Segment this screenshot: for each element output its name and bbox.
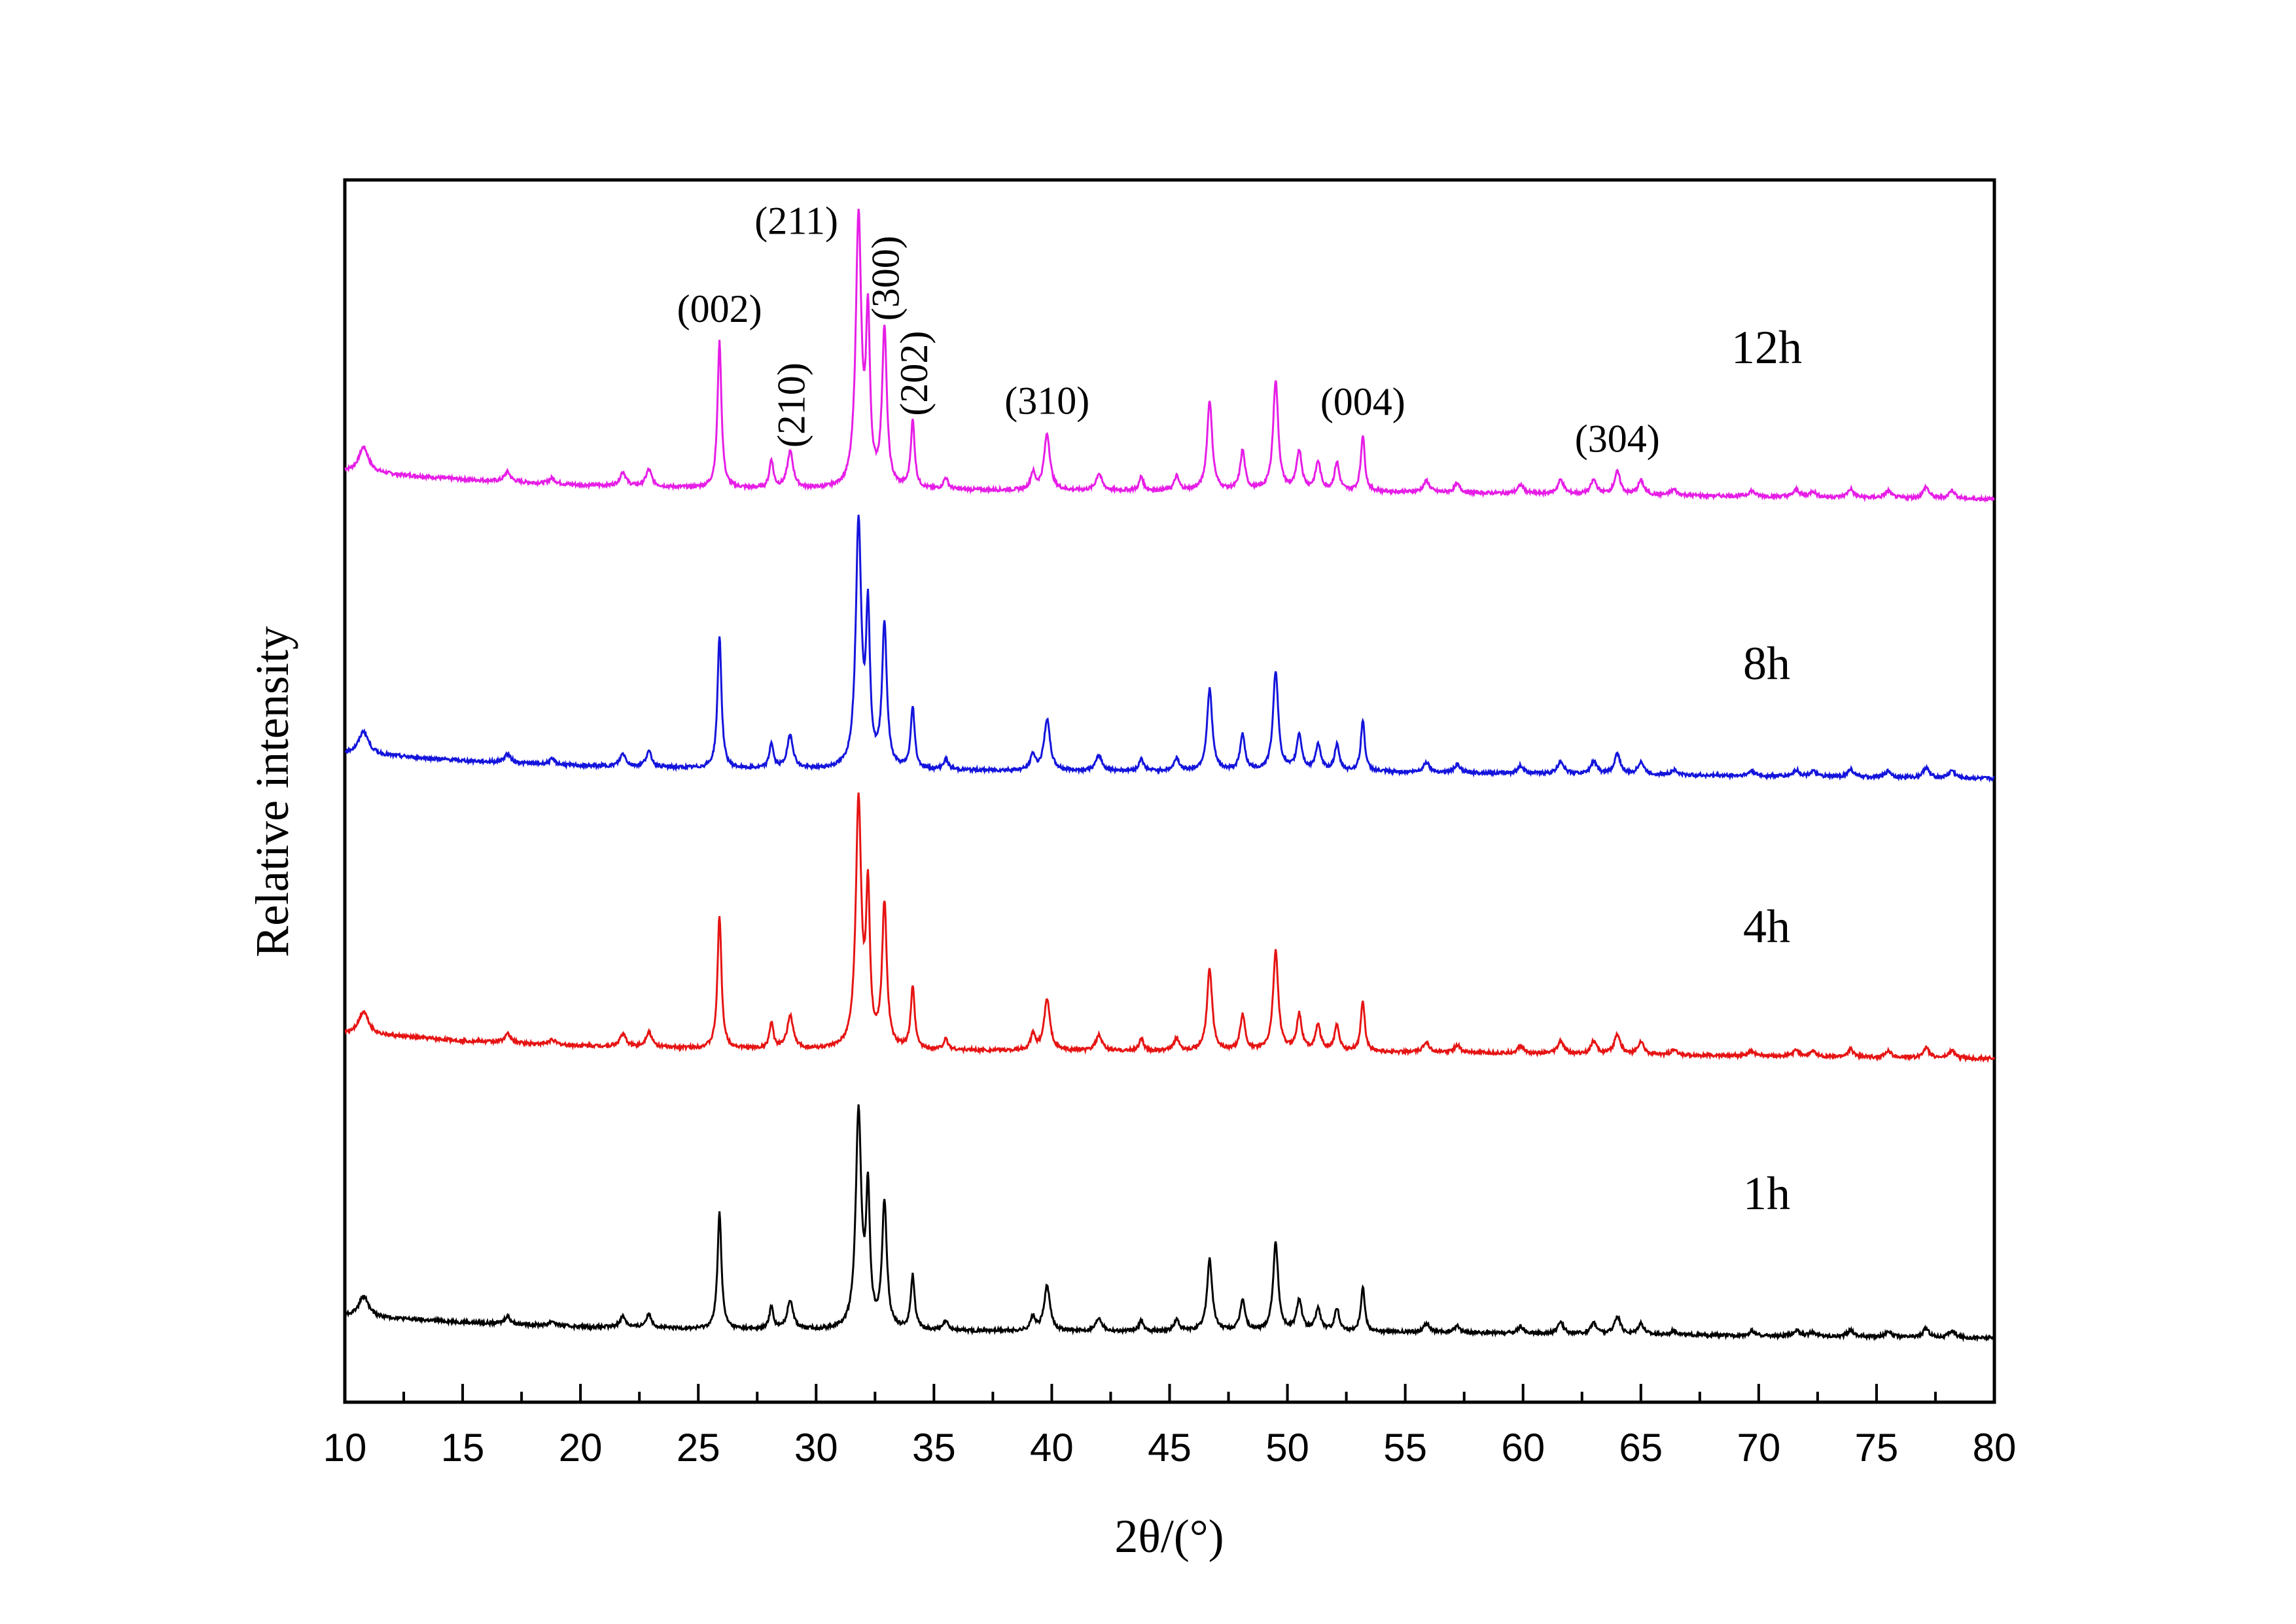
peak-label: (304) bbox=[1575, 417, 1660, 461]
x-tick-label: 45 bbox=[1148, 1426, 1192, 1470]
series-label-12h: 12h bbox=[1731, 321, 1802, 374]
series-group bbox=[344, 209, 1996, 1343]
series-line-8h bbox=[344, 514, 1995, 783]
y-axis-title: Relative intensity bbox=[246, 626, 298, 957]
x-tick-label: 25 bbox=[677, 1426, 720, 1470]
x-tick-label: 30 bbox=[794, 1426, 838, 1470]
series-label-1h: 1h bbox=[1743, 1167, 1790, 1220]
x-axis-title: 2θ/(°) bbox=[1114, 1510, 1224, 1562]
x-tick-label: 80 bbox=[1973, 1426, 2017, 1470]
peak-label: (002) bbox=[677, 287, 762, 330]
x-tick-label: 40 bbox=[1030, 1426, 1074, 1470]
series-label-8h: 8h bbox=[1743, 637, 1790, 690]
x-axis-tick-labels: 10 15 20 25 30 35 40 45 50 55 60 65 70 75 80 bbox=[323, 1426, 2017, 1470]
peak-label: (202) bbox=[892, 331, 936, 416]
peak-label: (310) bbox=[1004, 379, 1089, 422]
x-tick-label: 70 bbox=[1737, 1426, 1780, 1470]
peak-annotations: (002) (211) (210) (300) (202) (310) (004) (304) bbox=[677, 199, 1660, 460]
x-tick-label: 10 bbox=[323, 1426, 367, 1470]
x-tick-label: 15 bbox=[441, 1426, 485, 1470]
x-tick-label: 65 bbox=[1619, 1426, 1663, 1470]
peak-label: (004) bbox=[1320, 380, 1405, 423]
peak-label: (300) bbox=[864, 236, 908, 321]
x-tick-label: 35 bbox=[912, 1426, 956, 1470]
x-tick-label: 60 bbox=[1501, 1426, 1545, 1470]
series-line-4h bbox=[344, 792, 1996, 1063]
peak-label: (211) bbox=[754, 199, 838, 242]
series-labels: 12h 8h 4h 1h bbox=[1731, 321, 1802, 1220]
peak-label: (210) bbox=[770, 362, 813, 448]
x-tick-label: 55 bbox=[1383, 1426, 1427, 1470]
x-tick-label: 50 bbox=[1265, 1426, 1309, 1470]
x-tick-label: 75 bbox=[1855, 1426, 1899, 1470]
x-axis-ticks bbox=[344, 1384, 1996, 1402]
series-label-4h: 4h bbox=[1743, 900, 1790, 953]
x-tick-label: 20 bbox=[559, 1426, 603, 1470]
series-line-12h bbox=[344, 209, 1995, 503]
series-line-1h bbox=[344, 1104, 1996, 1343]
